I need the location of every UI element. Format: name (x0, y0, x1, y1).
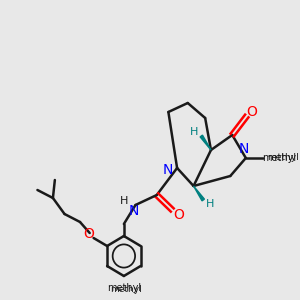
Text: N: N (239, 142, 249, 156)
Text: methyl: methyl (267, 154, 298, 163)
Text: H: H (206, 199, 214, 209)
Text: H: H (190, 127, 199, 137)
Polygon shape (194, 186, 204, 201)
Text: O: O (246, 105, 257, 119)
Polygon shape (200, 135, 211, 150)
Text: H: H (120, 196, 128, 206)
Text: N: N (162, 163, 172, 177)
Text: methyl: methyl (110, 286, 142, 295)
Text: methyl: methyl (262, 153, 296, 163)
Text: O: O (174, 208, 184, 222)
Text: O: O (83, 227, 94, 241)
Text: N: N (128, 204, 139, 218)
Text: methyl: methyl (107, 283, 141, 293)
